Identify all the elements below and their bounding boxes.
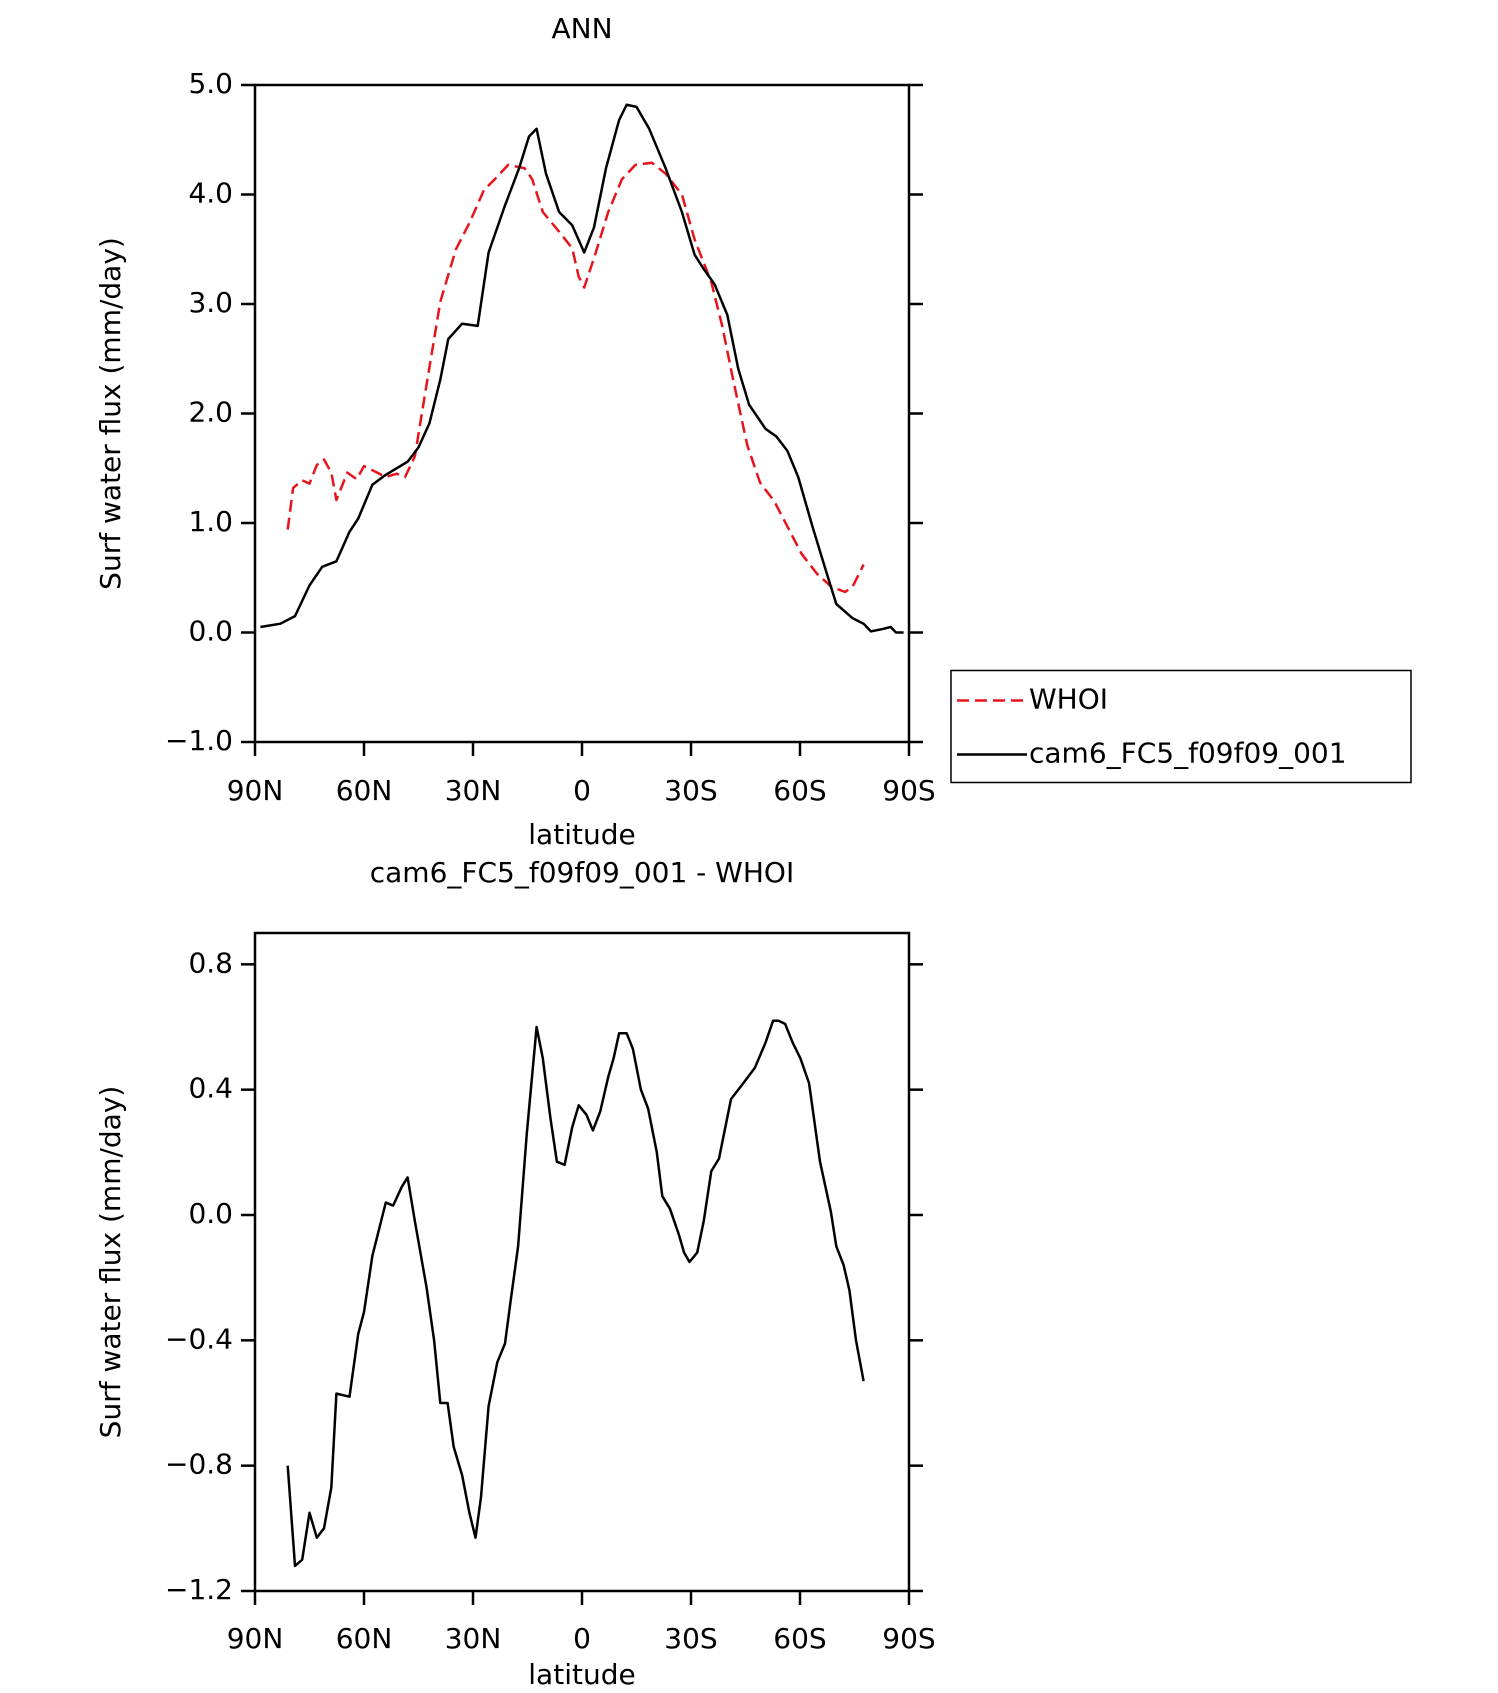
y-tick-label: −1.0: [165, 724, 233, 757]
x-tick-label: 90N: [227, 1622, 284, 1655]
y-tick-label: −1.2: [165, 1573, 233, 1606]
y-tick-label: 0.0: [188, 1197, 233, 1230]
y-tick-label: 0.4: [188, 1072, 233, 1105]
y-axis-label: Surf water flux (mm/day): [94, 1086, 127, 1439]
x-tick-label: 30S: [664, 1622, 717, 1655]
data-line: [286, 1019, 865, 1568]
chart-title: cam6_FC5_f09f09_001 - WHOI: [370, 856, 794, 889]
x-tick-label: 30N: [445, 774, 502, 807]
x-tick-label: 0: [573, 774, 591, 807]
data-line: [260, 103, 904, 634]
x-tick-label: 90S: [882, 774, 935, 807]
y-tick-label: 2.0: [188, 396, 233, 429]
x-tick-label: 60S: [773, 1622, 826, 1655]
legend: WHOI cam6_FC5_f09f09_001: [950, 669, 1412, 784]
x-tick-label: 90S: [882, 1622, 935, 1655]
y-tick-label: 0.8: [188, 946, 233, 979]
y-tick-label: 1.0: [188, 505, 233, 538]
chart-title: ANN: [551, 12, 612, 45]
y-tick-label: 0.0: [188, 615, 233, 648]
legend-box: [950, 669, 1412, 784]
x-tick-label: 60S: [773, 774, 826, 807]
y-tick-label: 5.0: [188, 67, 233, 100]
x-tick-label: 0: [573, 1622, 591, 1655]
x-tick-label: 30S: [664, 774, 717, 807]
x-axis-label: latitude: [528, 818, 635, 851]
x-tick-label: 60N: [336, 1622, 393, 1655]
plot-frame: [253, 931, 911, 1593]
x-tick-label: 30N: [445, 1622, 502, 1655]
y-tick-label: −0.4: [165, 1322, 233, 1355]
y-tick-label: −0.8: [165, 1448, 233, 1481]
data-line: [286, 161, 865, 594]
legend-label: WHOI: [1029, 683, 1108, 716]
x-axis-label: latitude: [528, 1658, 635, 1691]
legend-label: cam6_FC5_f09f09_001: [1029, 737, 1347, 770]
x-tick-label: 60N: [336, 774, 393, 807]
plot-frame: [253, 83, 911, 744]
x-tick-label: 90N: [227, 774, 284, 807]
y-tick-label: 4.0: [188, 177, 233, 210]
y-tick-label: 3.0: [188, 286, 233, 319]
y-axis-label: Surf water flux (mm/day): [94, 237, 127, 590]
